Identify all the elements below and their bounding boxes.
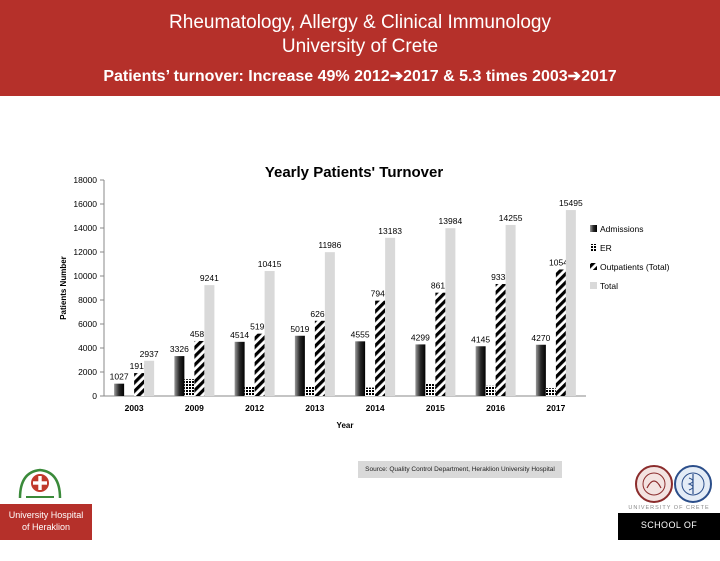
bar-er-2009 [184, 379, 195, 396]
bar-er-2013 [304, 387, 315, 396]
y-tick-label: 6000 [78, 319, 97, 329]
x-tick-label: 2017 [546, 403, 565, 413]
data-label-admissions: 1027 [110, 372, 129, 382]
data-label-outpatients-total: 6267 [310, 309, 329, 319]
data-label-total: 15495 [559, 198, 583, 208]
x-axis-label: Year [337, 421, 354, 430]
bar-admissions-2009 [174, 356, 185, 396]
legend-entry: ER [600, 243, 612, 253]
x-tick-label: 2013 [305, 403, 324, 413]
chart-title: Yearly Patients' Turnover [265, 164, 444, 181]
bar-admissions-2017 [535, 344, 546, 396]
data-label-outpatients-total: 4586 [190, 329, 209, 339]
data-label-admissions: 3326 [170, 344, 189, 354]
data-label-admissions: 4299 [411, 332, 430, 342]
data-label-total: 9241 [200, 273, 219, 283]
bar-total-2017 [565, 210, 576, 396]
hospital-caption: University Hospital of Heraklion [0, 504, 92, 540]
data-label-outpatients-total: 7946 [371, 289, 390, 299]
legend-entry: Outpatients (Total) [600, 262, 670, 272]
bar-er-2015 [425, 383, 436, 396]
bar-total-2009 [204, 285, 215, 396]
department-title: Rheumatology, Allergy & Clinical Immunol… [169, 12, 551, 33]
y-tick-label: 12000 [73, 247, 97, 257]
turnover-headline: Patients’ turnover: Increase 49% 2012➔20… [103, 68, 617, 85]
bar-outpatients-total-2014 [375, 300, 386, 396]
bar-outpatients-total-2003 [134, 373, 145, 396]
data-label-outpatients-total: 10543 [549, 257, 573, 267]
data-label-outpatients-total: 1910 [130, 361, 149, 371]
bar-total-2016 [505, 224, 516, 396]
bar-er-2012 [244, 387, 255, 396]
header-banner: Rheumatology, Allergy & Clinical Immunol… [0, 0, 720, 96]
university-seal-icon [635, 465, 673, 503]
bar-admissions-2003 [114, 383, 125, 396]
x-tick-label: 2016 [486, 403, 505, 413]
data-label-admissions: 4145 [471, 334, 490, 344]
bar-outpatients-total-2013 [314, 320, 325, 396]
school-of-medicine-label: SCHOOL OF MEDICINE [618, 513, 720, 554]
bar-er-2014 [365, 387, 376, 396]
university-label: UNIVERSITY OF CRETE [628, 505, 710, 511]
y-tick-label: 16000 [73, 199, 97, 209]
university-title: University of Crete [281, 36, 439, 57]
legend-swatch [590, 282, 597, 289]
data-label-total: 13984 [439, 216, 463, 226]
legend-swatch [590, 263, 597, 270]
y-tick-label: 18000 [73, 175, 97, 185]
hospital-logo-icon [18, 468, 62, 499]
data-label-admissions: 5019 [290, 324, 309, 334]
data-label-outpatients-total: 5195 [250, 322, 269, 332]
bar-outpatients-total-2009 [194, 340, 205, 396]
data-label-total: 10415 [258, 259, 282, 269]
bar-total-2014 [385, 237, 396, 396]
bar-outpatients-total-2016 [495, 283, 506, 396]
y-tick-label: 4000 [78, 343, 97, 353]
bar-admissions-2012 [234, 341, 245, 396]
legend-entry: Admissions [600, 224, 643, 234]
y-tick-label: 0 [92, 391, 97, 401]
data-label-admissions: 4270 [531, 333, 550, 343]
bar-er-2017 [545, 388, 556, 396]
legend-entry: Total [600, 281, 618, 291]
x-tick-label: 2012 [245, 403, 264, 413]
university-seals [635, 465, 712, 503]
data-label-total: 14255 [499, 213, 523, 223]
data-label-total: 11986 [318, 240, 341, 250]
x-tick-label: 2014 [366, 403, 385, 413]
bar-admissions-2016 [475, 346, 486, 396]
bar-total-2003 [144, 360, 155, 396]
bar-outpatients-total-2012 [254, 333, 265, 396]
data-label-total: 13183 [378, 226, 402, 236]
x-tick-label: 2015 [426, 403, 445, 413]
medical-school-seal-icon [674, 465, 712, 503]
bar-admissions-2013 [294, 335, 305, 396]
data-label-outpatients-total: 9334 [491, 272, 510, 282]
bar-total-2013 [324, 252, 335, 396]
x-tick-label: 2003 [125, 403, 144, 413]
bar-outpatients-total-2017 [555, 269, 566, 396]
patients-turnover-chart: Yearly Patients' Turnover 0 2000 4000 6000 80… [59, 164, 670, 430]
y-tick-label: 8000 [78, 295, 97, 305]
legend-swatch [590, 225, 597, 232]
bar-outpatients-total-2015 [435, 292, 446, 396]
bar-er-2016 [485, 385, 496, 396]
y-tick-label: 14000 [73, 223, 97, 233]
x-tick-label: 2009 [185, 403, 204, 413]
source-note: Source: Quality Control Department, Hera… [358, 461, 562, 478]
y-axis-label: Patients Number [59, 256, 68, 320]
legend-swatch [590, 244, 597, 251]
y-tick-label: 10000 [73, 271, 97, 281]
bar-admissions-2014 [355, 341, 366, 396]
bar-admissions-2015 [415, 344, 426, 396]
data-label-total: 2937 [140, 349, 159, 359]
bar-total-2015 [445, 228, 456, 396]
data-label-outpatients-total: 8610 [431, 281, 450, 291]
data-label-admissions: 4555 [351, 329, 370, 339]
bar-total-2012 [264, 271, 275, 396]
data-label-admissions: 4514 [230, 330, 249, 340]
y-tick-label: 2000 [78, 367, 97, 377]
